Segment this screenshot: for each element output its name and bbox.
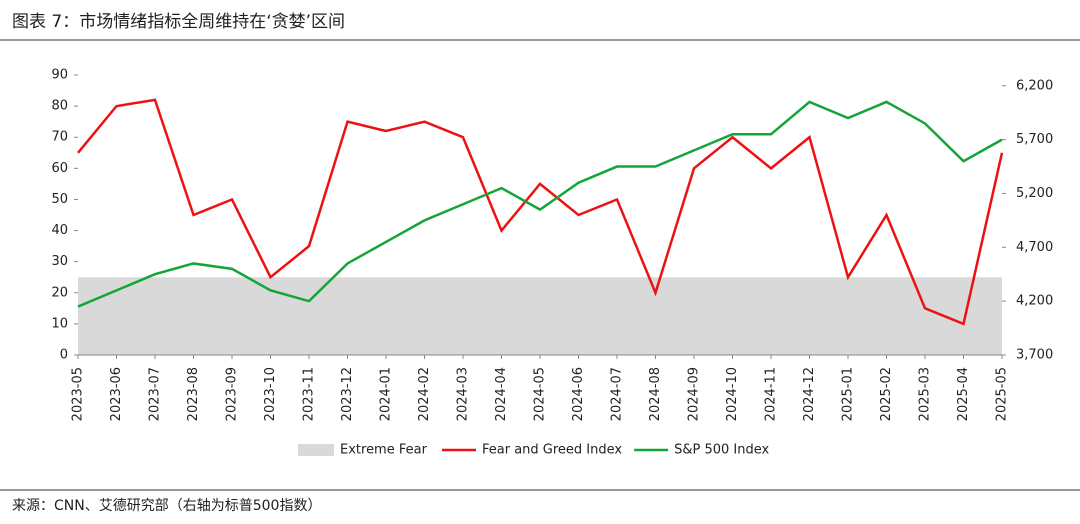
x-tick-label: 2023-12 <box>340 367 355 421</box>
legend-swatch <box>298 444 334 456</box>
y2-tick-label: 4,200 <box>1016 294 1053 309</box>
y-tick-label: 40 <box>51 223 68 238</box>
x-tick-label: 2023-08 <box>186 367 201 421</box>
y2-tick-label: 5,200 <box>1016 186 1053 201</box>
x-tick-label: 2025-04 <box>956 367 971 421</box>
x-tick-label: 2024-04 <box>494 367 509 421</box>
y-tick-label: 70 <box>51 130 68 145</box>
x-tick-label: 2025-01 <box>841 367 856 421</box>
x-tick-label: 2023-11 <box>302 367 317 421</box>
y-tick-label: 80 <box>51 99 68 114</box>
y-tick-label: 60 <box>51 161 68 176</box>
legend-label: Fear and Greed Index <box>482 443 622 458</box>
x-tick-label: 2023-07 <box>148 367 163 421</box>
y-tick-label: 50 <box>51 192 68 207</box>
x-tick-label: 2024-03 <box>456 367 471 421</box>
legend-label: Extreme Fear <box>340 443 428 458</box>
extreme-fear-band <box>78 277 1002 355</box>
x-tick-label: 2024-06 <box>571 367 586 421</box>
x-tick-label: 2025-05 <box>995 367 1010 421</box>
source: 来源：CNN、艾德研究部（右轴为标普500指数） <box>12 498 321 514</box>
y-tick-label: 0 <box>60 348 68 363</box>
x-tick-label: 2024-10 <box>725 367 740 421</box>
x-tick-label: 2025-02 <box>879 367 894 421</box>
x-tick-label: 2023-05 <box>71 367 86 421</box>
x-tick-label: 2023-09 <box>225 367 240 421</box>
y2-tick-label: 4,700 <box>1016 240 1053 255</box>
chart-title: 图表 7：市场情绪指标全周维持在‘贪婪’区间 <box>12 12 345 32</box>
x-tick-label: 2024-02 <box>417 367 432 421</box>
x-tick-label: 2024-07 <box>610 367 625 421</box>
y2-tick-label: 6,200 <box>1016 78 1053 93</box>
x-tick-label: 2024-01 <box>379 367 394 421</box>
series-line <box>77 98 1004 326</box>
y2-tick-label: 3,700 <box>1016 348 1053 363</box>
legend-label: S&P 500 Index <box>674 443 769 458</box>
x-tick-label: 2024-08 <box>648 367 663 421</box>
x-tick-label: 2024-05 <box>533 367 548 421</box>
y2-tick-label: 5,700 <box>1016 132 1053 147</box>
x-tick-label: 2024-11 <box>764 367 779 421</box>
x-tick-label: 2023-06 <box>109 367 124 421</box>
series-line <box>77 100 1003 308</box>
y-tick-label: 10 <box>51 316 68 331</box>
y-tick-label: 30 <box>51 254 68 269</box>
x-tick-label: 2023-10 <box>263 367 278 421</box>
x-tick-label: 2024-12 <box>802 367 817 421</box>
x-tick-label: 2024-09 <box>687 367 702 421</box>
y-tick-label: 90 <box>51 68 68 83</box>
y-tick-label: 20 <box>51 285 68 300</box>
x-tick-label: 2025-03 <box>918 367 933 421</box>
